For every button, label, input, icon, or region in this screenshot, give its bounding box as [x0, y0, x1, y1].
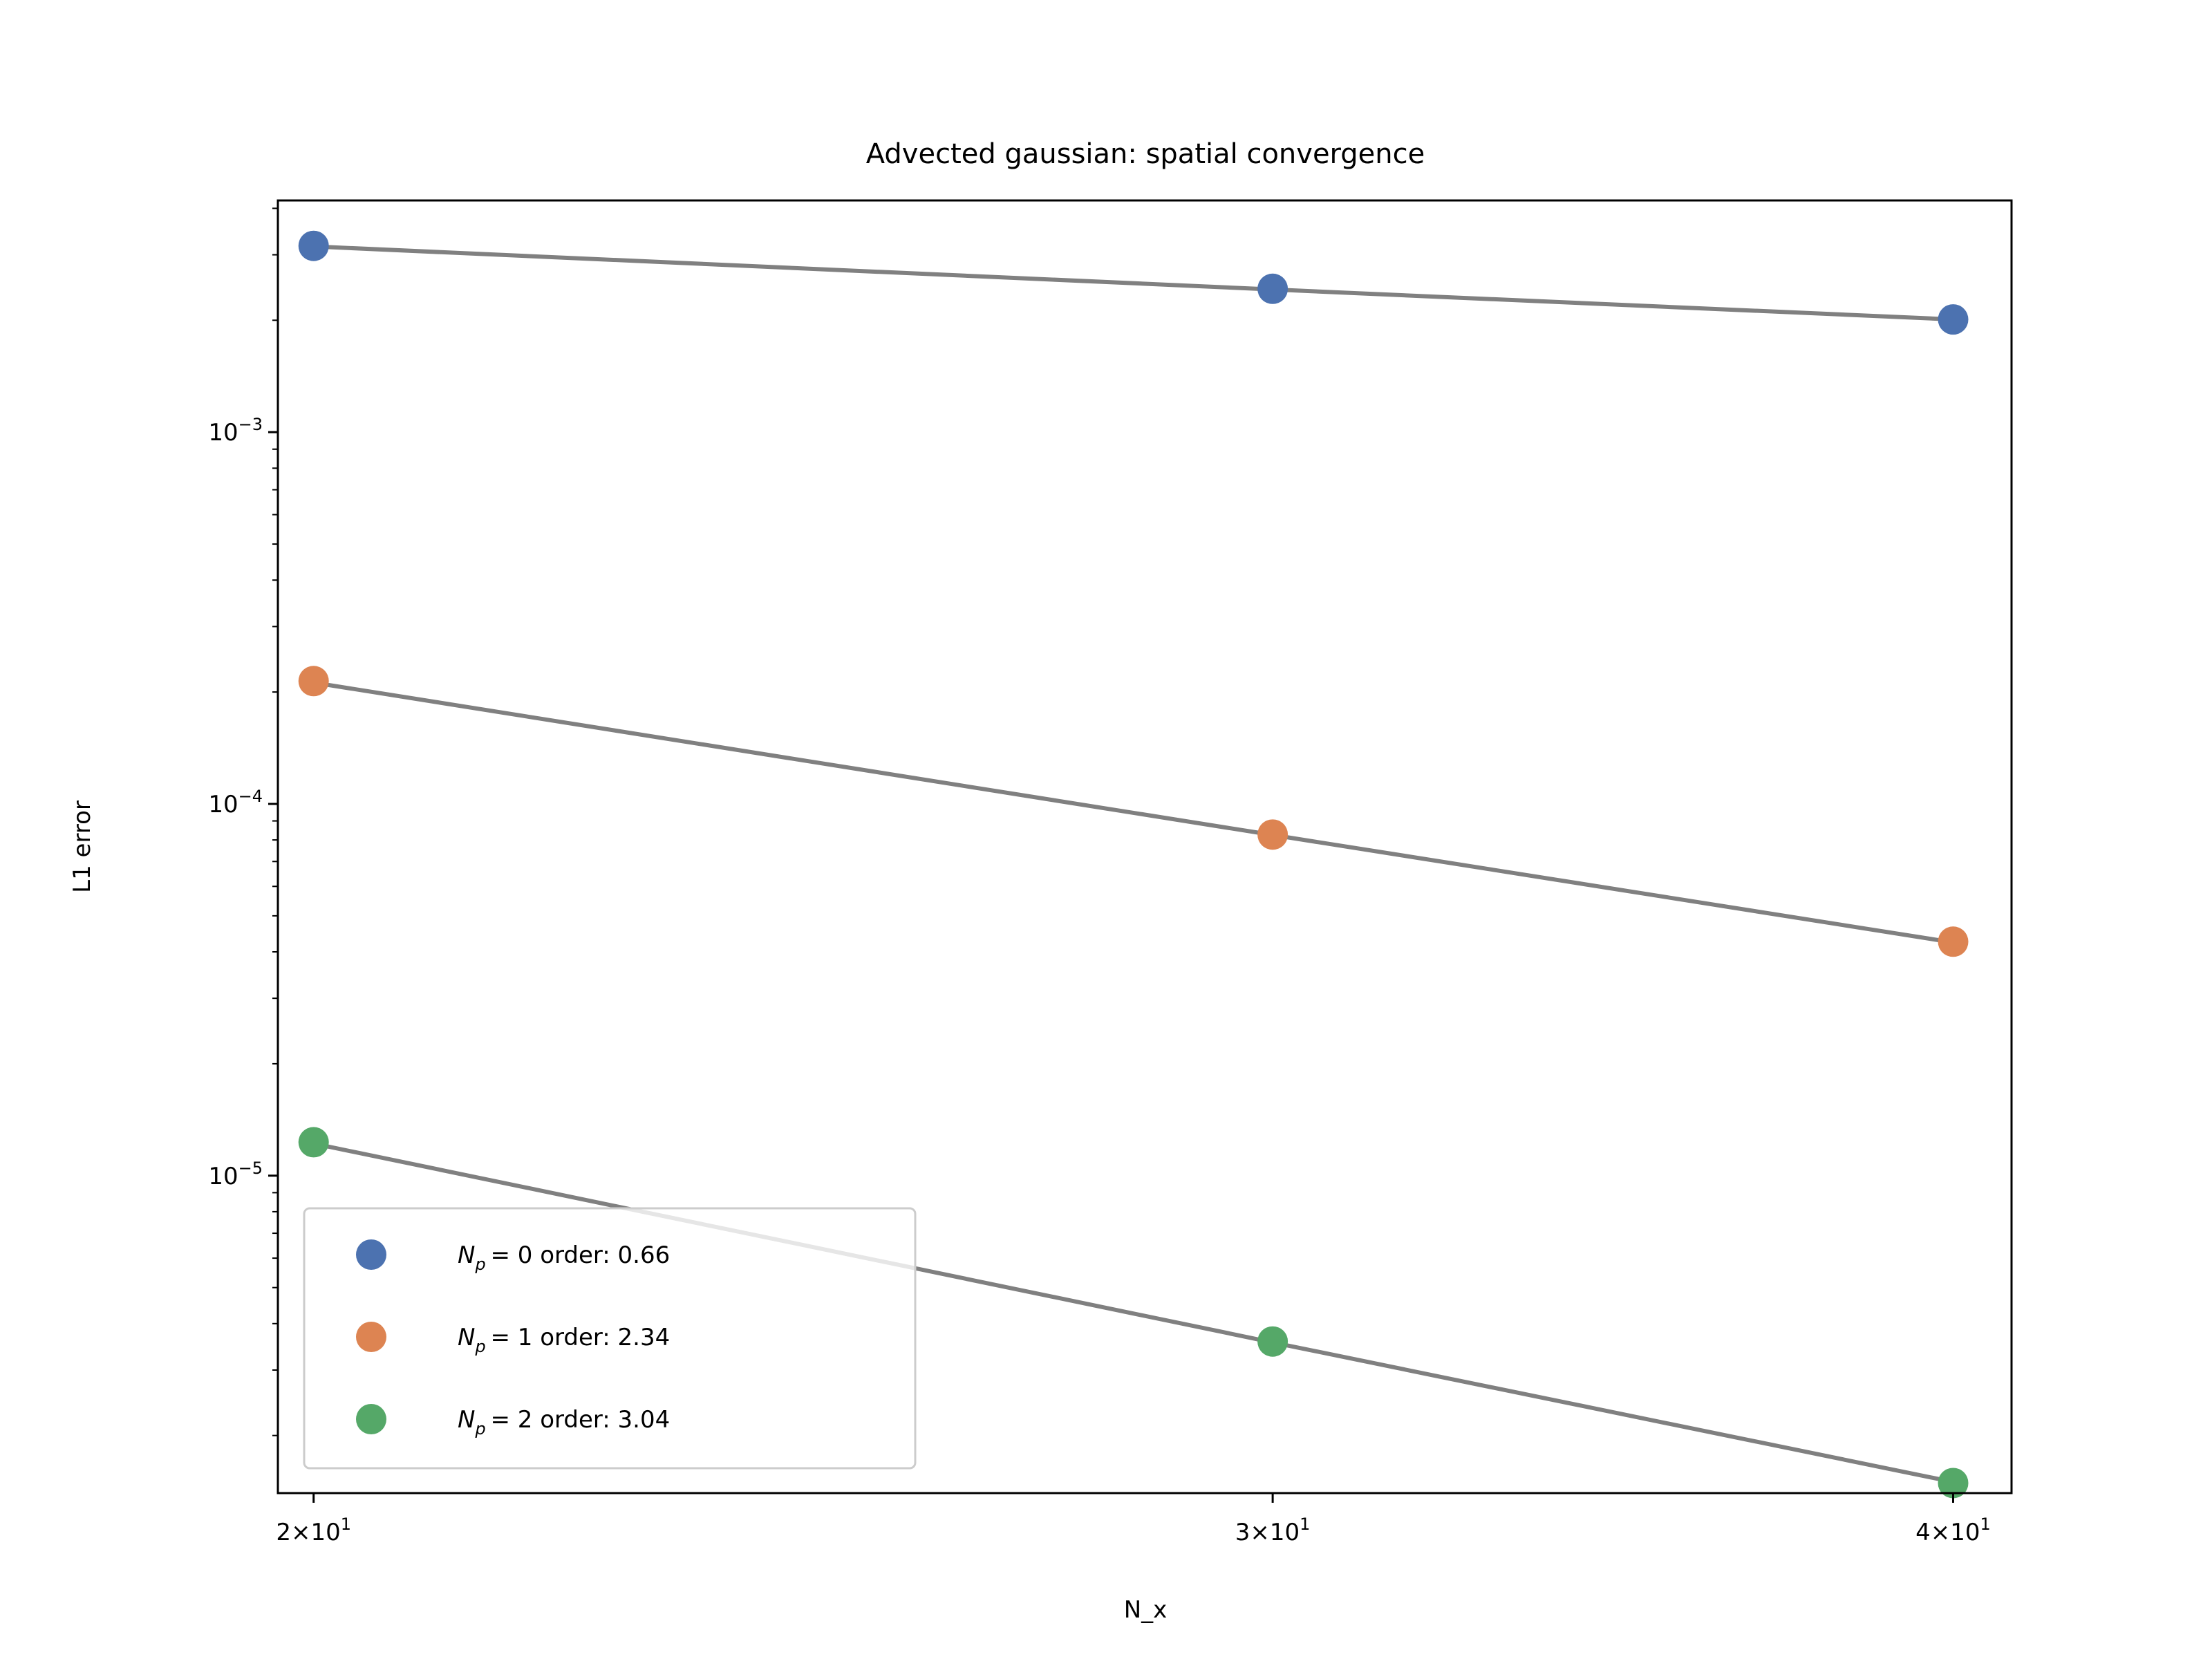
- legend-label-2: Np = 2 order: 3.04: [458, 1406, 670, 1438]
- data-point-series-0-0: [298, 230, 329, 261]
- x-tick-label-0: 2×101: [276, 1515, 351, 1546]
- legend: Np = 0 order: 0.66 Np = 1 order: 2.34 Np =…: [303, 1207, 917, 1470]
- data-point-series-0-1: [1257, 273, 1288, 304]
- y-tick-label-2: 10−3: [208, 415, 263, 447]
- data-point-series-1-1: [1257, 819, 1288, 850]
- x-axis-ticks: 2×101 3×101 4×101: [276, 1493, 1991, 1546]
- plot-frame: [276, 199, 2013, 1494]
- y-axis-ticks: 10−5 10−4 10−3: [208, 207, 278, 1436]
- chart-title: Advected gaussian: spatial convergence: [866, 138, 1425, 170]
- y-tick-label-0: 10−5: [208, 1159, 263, 1190]
- legend-marker-2: [356, 1404, 386, 1434]
- data-point-series-2-2: [1938, 1468, 1969, 1499]
- fit-line-series-1: [313, 680, 1953, 945]
- x-tick-label-2: 4×101: [1915, 1515, 1991, 1546]
- legend-label-1: Np = 1 order: 2.34: [458, 1324, 670, 1356]
- data-point-series-0-2: [1938, 304, 1969, 335]
- data-point-series-2-1: [1257, 1326, 1288, 1357]
- legend-box: [303, 1207, 917, 1470]
- data-point-series-2-0: [298, 1127, 329, 1158]
- x-tick-label-1: 3×101: [1235, 1515, 1311, 1546]
- x-axis-label: N_x: [1124, 1596, 1168, 1624]
- y-axis-label: L1 error: [68, 800, 96, 893]
- data-point-series-1-2: [1938, 926, 1969, 957]
- data-point-series-1-0: [298, 666, 329, 697]
- legend-label-0: Np = 0 order: 0.66: [458, 1241, 670, 1274]
- legend-marker-1: [356, 1322, 386, 1352]
- fit-line-series-0: [313, 244, 1953, 322]
- legend-marker-0: [356, 1239, 386, 1270]
- y-tick-label-1: 10−4: [208, 787, 263, 818]
- data-points: [298, 230, 1969, 1499]
